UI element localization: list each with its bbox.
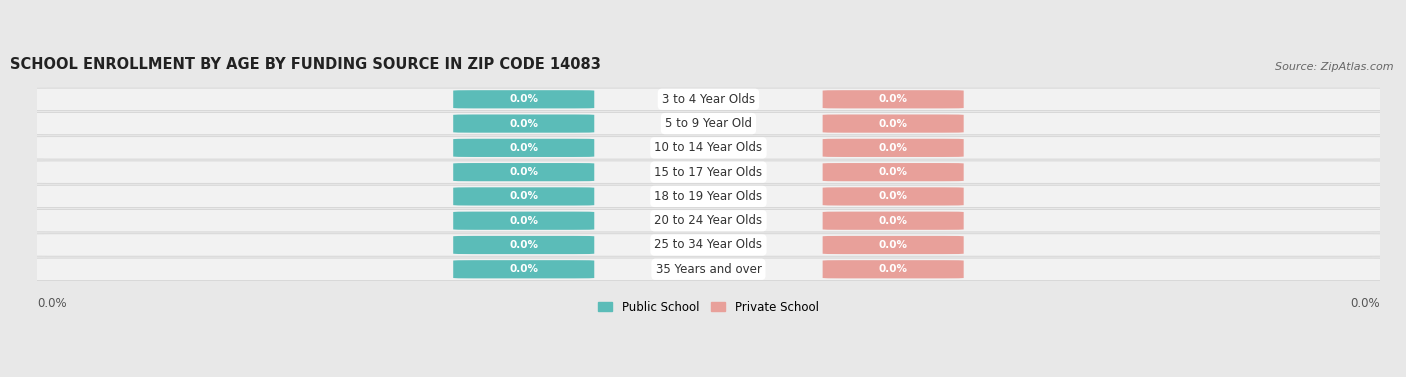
Text: Source: ZipAtlas.com: Source: ZipAtlas.com	[1275, 61, 1393, 72]
FancyBboxPatch shape	[453, 236, 595, 254]
FancyBboxPatch shape	[24, 161, 1393, 183]
Text: 0.0%: 0.0%	[509, 240, 538, 250]
FancyBboxPatch shape	[823, 236, 963, 254]
Text: 0.0%: 0.0%	[879, 119, 908, 129]
Text: 20 to 24 Year Olds: 20 to 24 Year Olds	[654, 214, 762, 227]
FancyBboxPatch shape	[24, 88, 1393, 110]
FancyBboxPatch shape	[24, 234, 1393, 256]
Text: 18 to 19 Year Olds: 18 to 19 Year Olds	[654, 190, 762, 203]
FancyBboxPatch shape	[24, 185, 1393, 208]
Text: 0.0%: 0.0%	[509, 119, 538, 129]
Text: 0.0%: 0.0%	[509, 192, 538, 201]
FancyBboxPatch shape	[453, 187, 595, 205]
Text: 0.0%: 0.0%	[509, 216, 538, 226]
FancyBboxPatch shape	[453, 139, 595, 157]
FancyBboxPatch shape	[24, 112, 1393, 135]
FancyBboxPatch shape	[453, 115, 595, 133]
FancyBboxPatch shape	[24, 137, 1393, 159]
FancyBboxPatch shape	[24, 258, 1393, 280]
Text: 0.0%: 0.0%	[509, 167, 538, 177]
FancyBboxPatch shape	[24, 210, 1393, 232]
Text: 0.0%: 0.0%	[879, 143, 908, 153]
Text: 0.0%: 0.0%	[879, 94, 908, 104]
Text: 0.0%: 0.0%	[509, 94, 538, 104]
Text: 0.0%: 0.0%	[509, 143, 538, 153]
Text: 5 to 9 Year Old: 5 to 9 Year Old	[665, 117, 752, 130]
Text: 0.0%: 0.0%	[37, 297, 66, 310]
FancyBboxPatch shape	[823, 90, 963, 109]
FancyBboxPatch shape	[823, 139, 963, 157]
FancyBboxPatch shape	[823, 211, 963, 230]
FancyBboxPatch shape	[823, 115, 963, 133]
FancyBboxPatch shape	[823, 187, 963, 205]
Text: 0.0%: 0.0%	[879, 240, 908, 250]
FancyBboxPatch shape	[823, 260, 963, 278]
FancyBboxPatch shape	[453, 211, 595, 230]
Text: 0.0%: 0.0%	[879, 192, 908, 201]
Text: 15 to 17 Year Olds: 15 to 17 Year Olds	[654, 166, 762, 179]
Text: 3 to 4 Year Olds: 3 to 4 Year Olds	[662, 93, 755, 106]
FancyBboxPatch shape	[823, 163, 963, 181]
Text: SCHOOL ENROLLMENT BY AGE BY FUNDING SOURCE IN ZIP CODE 14083: SCHOOL ENROLLMENT BY AGE BY FUNDING SOUR…	[10, 57, 600, 72]
Text: 0.0%: 0.0%	[1351, 297, 1381, 310]
Text: 0.0%: 0.0%	[879, 264, 908, 274]
Text: 0.0%: 0.0%	[879, 167, 908, 177]
FancyBboxPatch shape	[453, 90, 595, 109]
FancyBboxPatch shape	[453, 260, 595, 278]
Text: 35 Years and over: 35 Years and over	[655, 263, 762, 276]
Legend: Public School, Private School: Public School, Private School	[593, 296, 824, 318]
Text: 25 to 34 Year Olds: 25 to 34 Year Olds	[654, 239, 762, 251]
FancyBboxPatch shape	[453, 163, 595, 181]
Text: 0.0%: 0.0%	[509, 264, 538, 274]
Text: 0.0%: 0.0%	[879, 216, 908, 226]
Text: 10 to 14 Year Olds: 10 to 14 Year Olds	[654, 141, 762, 154]
